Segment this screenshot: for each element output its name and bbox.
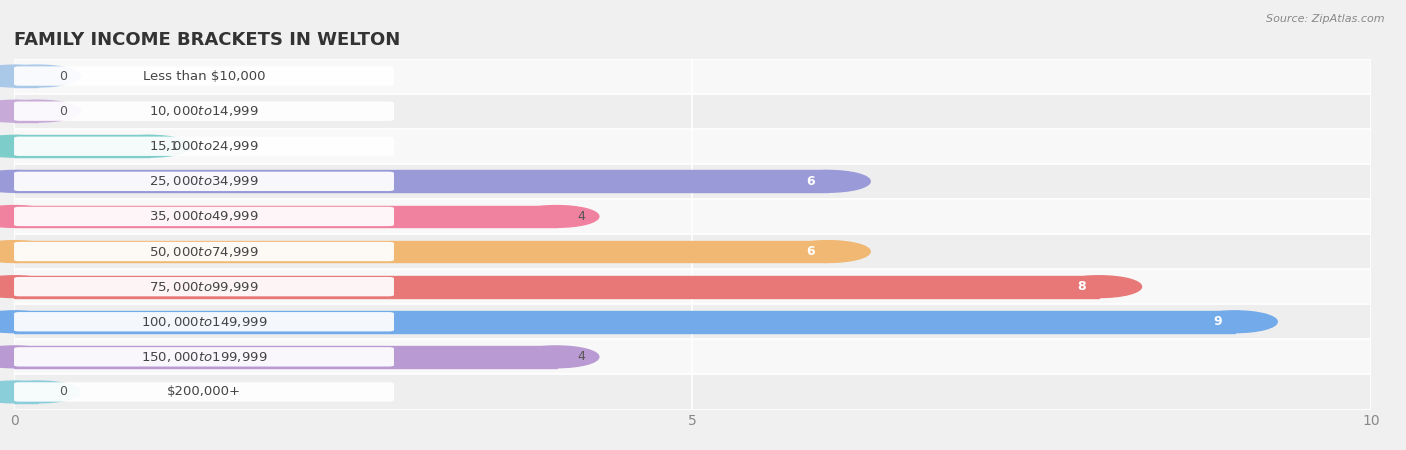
Text: $75,000 to $99,999: $75,000 to $99,999 xyxy=(149,279,259,294)
FancyBboxPatch shape xyxy=(14,67,394,86)
Text: 9: 9 xyxy=(1213,315,1222,328)
Circle shape xyxy=(786,171,870,192)
Text: 0: 0 xyxy=(59,105,67,117)
Bar xyxy=(14,206,557,227)
Text: 6: 6 xyxy=(806,245,814,258)
FancyBboxPatch shape xyxy=(14,242,394,261)
FancyBboxPatch shape xyxy=(14,269,1371,304)
Bar xyxy=(14,381,38,403)
Circle shape xyxy=(0,100,80,122)
FancyBboxPatch shape xyxy=(14,382,394,401)
FancyBboxPatch shape xyxy=(14,199,1371,234)
FancyBboxPatch shape xyxy=(14,277,394,296)
Bar xyxy=(14,135,150,157)
Text: $100,000 to $149,999: $100,000 to $149,999 xyxy=(141,315,267,329)
FancyBboxPatch shape xyxy=(14,129,1371,164)
Text: $150,000 to $199,999: $150,000 to $199,999 xyxy=(141,350,267,364)
Text: $10,000 to $14,999: $10,000 to $14,999 xyxy=(149,104,259,118)
Text: $25,000 to $34,999: $25,000 to $34,999 xyxy=(149,174,259,189)
FancyBboxPatch shape xyxy=(14,102,394,121)
Text: 4: 4 xyxy=(576,210,585,223)
Text: FAMILY INCOME BRACKETS IN WELTON: FAMILY INCOME BRACKETS IN WELTON xyxy=(14,31,401,49)
Circle shape xyxy=(0,276,56,297)
Circle shape xyxy=(0,65,56,87)
Text: 6: 6 xyxy=(806,175,814,188)
Bar xyxy=(14,65,38,87)
FancyBboxPatch shape xyxy=(14,339,1371,374)
Text: 1: 1 xyxy=(170,140,179,153)
FancyBboxPatch shape xyxy=(14,234,1371,269)
Text: 8: 8 xyxy=(1077,280,1085,293)
Circle shape xyxy=(0,241,56,262)
Circle shape xyxy=(0,311,56,333)
FancyBboxPatch shape xyxy=(14,137,394,156)
Circle shape xyxy=(0,346,56,368)
FancyBboxPatch shape xyxy=(14,312,394,331)
Bar xyxy=(14,171,828,192)
Bar xyxy=(14,276,1099,297)
Circle shape xyxy=(515,206,599,227)
Text: Less than $10,000: Less than $10,000 xyxy=(143,70,266,82)
FancyBboxPatch shape xyxy=(14,58,1371,94)
Text: $15,000 to $24,999: $15,000 to $24,999 xyxy=(149,139,259,153)
Circle shape xyxy=(108,135,191,157)
Text: $200,000+: $200,000+ xyxy=(167,386,240,398)
Circle shape xyxy=(0,171,56,192)
Bar xyxy=(14,241,828,262)
FancyBboxPatch shape xyxy=(14,207,394,226)
Text: Source: ZipAtlas.com: Source: ZipAtlas.com xyxy=(1267,14,1385,23)
Circle shape xyxy=(1057,276,1142,297)
FancyBboxPatch shape xyxy=(14,347,394,366)
Text: $50,000 to $74,999: $50,000 to $74,999 xyxy=(149,244,259,259)
Circle shape xyxy=(0,381,80,403)
Text: $35,000 to $49,999: $35,000 to $49,999 xyxy=(149,209,259,224)
Circle shape xyxy=(0,381,56,403)
FancyBboxPatch shape xyxy=(14,94,1371,129)
Bar xyxy=(14,311,1236,333)
Circle shape xyxy=(0,135,56,157)
FancyBboxPatch shape xyxy=(14,304,1371,339)
Circle shape xyxy=(0,206,56,227)
Bar xyxy=(14,100,38,122)
Circle shape xyxy=(0,100,56,122)
Circle shape xyxy=(515,346,599,368)
FancyBboxPatch shape xyxy=(14,172,394,191)
Text: 0: 0 xyxy=(59,386,67,398)
Circle shape xyxy=(0,65,80,87)
FancyBboxPatch shape xyxy=(14,374,1371,410)
FancyBboxPatch shape xyxy=(14,164,1371,199)
Text: 0: 0 xyxy=(59,70,67,82)
Circle shape xyxy=(1194,311,1277,333)
Bar xyxy=(14,346,557,368)
Text: 4: 4 xyxy=(576,351,585,363)
Circle shape xyxy=(786,241,870,262)
